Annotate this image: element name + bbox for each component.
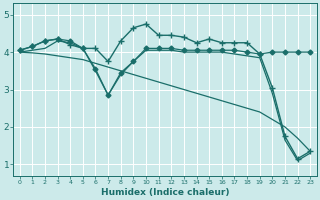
X-axis label: Humidex (Indice chaleur): Humidex (Indice chaleur) <box>101 188 229 197</box>
